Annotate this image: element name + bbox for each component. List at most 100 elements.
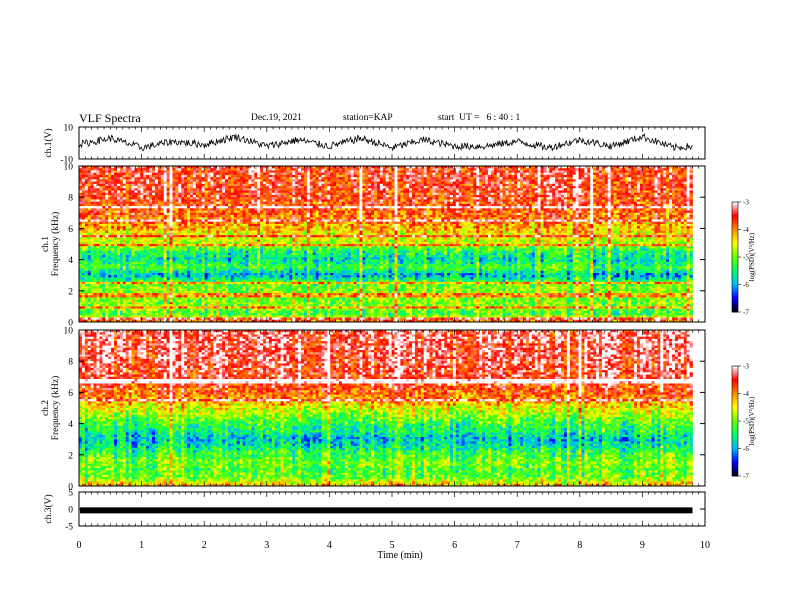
heatmap-cell [210, 177, 214, 180]
heatmap-cell [531, 177, 536, 180]
heatmap-cell [146, 174, 150, 178]
heatmap-cell [593, 177, 597, 180]
heatmap-cell [534, 181, 539, 185]
heatmap-cell [225, 183, 229, 187]
heatmap-cell [371, 166, 375, 169]
heatmap-cell [292, 186, 296, 189]
heatmap-cell [558, 170, 562, 174]
heatmap-cell [140, 183, 144, 187]
heatmap-cell [572, 168, 577, 171]
heatmap-cell [309, 183, 314, 187]
heatmap-cell [616, 172, 620, 176]
heatmap-cell [406, 183, 410, 187]
heatmap-cell [353, 174, 357, 178]
heatmap-cell [344, 181, 349, 185]
heatmap-cell [233, 172, 238, 176]
heatmap-cell [271, 170, 276, 174]
heatmap-cell [371, 172, 375, 176]
heatmap-cell [216, 170, 220, 174]
heatmap-cell [303, 177, 308, 180]
heatmap-cell [517, 174, 521, 178]
heatmap-cell [636, 172, 641, 176]
heatmap-cell [157, 172, 162, 176]
heatmap-cell [651, 179, 655, 182]
heatmap-cell [122, 181, 127, 185]
heatmap-cell [260, 174, 264, 178]
heatmap-cell [84, 168, 89, 171]
heatmap-cell [207, 168, 211, 171]
heatmap-cell [187, 168, 191, 171]
heatmap-cell [400, 168, 404, 171]
heatmap-cell [616, 179, 620, 182]
heatmap-cell [321, 186, 325, 189]
heatmap-cell [458, 177, 463, 180]
heatmap-cell [184, 166, 188, 169]
heatmap-cell [359, 177, 363, 180]
heatmap-cell [631, 166, 635, 169]
heatmap-cell [143, 181, 147, 185]
heatmap-cell [394, 174, 398, 178]
heatmap-cell [412, 168, 416, 171]
heatmap-cell [666, 168, 670, 171]
heatmap-cell [336, 172, 340, 176]
heatmap-cell [680, 181, 685, 185]
heatmap-cell [187, 174, 191, 178]
heatmap-cell [499, 179, 503, 182]
heatmap-cell [376, 168, 381, 171]
heatmap-cell [660, 166, 664, 169]
heatmap-cell [423, 179, 428, 182]
heatmap-cell [476, 181, 480, 185]
heatmap-cell [642, 170, 647, 174]
heatmap-cell [444, 170, 448, 174]
heatmap-cell [201, 166, 206, 169]
heatmap-cell [128, 186, 132, 189]
heatmap-cell [382, 181, 387, 185]
heatmap-cell [558, 177, 562, 180]
heatmap-cell [625, 170, 629, 174]
heatmap-cell [394, 179, 398, 182]
heatmap-cell [523, 168, 527, 171]
heatmap-cell [520, 172, 524, 176]
heatmap-cell [450, 183, 454, 187]
heatmap-cell [198, 172, 203, 176]
heatmap-cell [315, 170, 319, 174]
heatmap-cell [204, 181, 208, 185]
heatmap-cell [683, 177, 688, 180]
heatmap-cell [251, 183, 255, 187]
heatmap-cell [514, 183, 518, 187]
heatmap-cell [339, 181, 343, 185]
heatmap-cell [461, 177, 466, 180]
heatmap-cell [417, 181, 422, 185]
heatmap-cell [552, 168, 556, 171]
heatmap-cell [245, 174, 249, 178]
heatmap-cell [298, 170, 302, 174]
heatmap-cell [274, 183, 279, 187]
heatmap-cell [493, 174, 498, 178]
heatmap-cell [245, 168, 249, 171]
heatmap-cell [555, 170, 559, 174]
heatmap-cell [470, 181, 474, 185]
heatmap-cell [394, 186, 398, 189]
heatmap-cell [169, 174, 173, 178]
heatmap-cell [502, 172, 506, 176]
heatmap-cell [315, 186, 319, 189]
heatmap-cell [666, 179, 670, 182]
heatmap-cell [219, 186, 223, 189]
heatmap-cell [444, 172, 448, 176]
heatmap-cell [575, 170, 579, 174]
heatmap-cell [511, 168, 515, 171]
heatmap-cell [321, 179, 325, 182]
heatmap-cell [222, 181, 226, 185]
heatmap-cell [534, 166, 539, 169]
heatmap-cell [137, 177, 141, 180]
heatmap-cell [315, 168, 319, 171]
heatmap-cell [160, 168, 165, 171]
heatmap-cell [356, 168, 360, 171]
heatmap-cell [487, 181, 492, 185]
heatmap-cell [192, 186, 197, 189]
heatmap-cell [242, 183, 246, 187]
heatmap-cell [403, 172, 407, 176]
heatmap-cell [473, 170, 477, 174]
heatmap-cell [487, 174, 492, 178]
heatmap-cell [525, 168, 530, 171]
